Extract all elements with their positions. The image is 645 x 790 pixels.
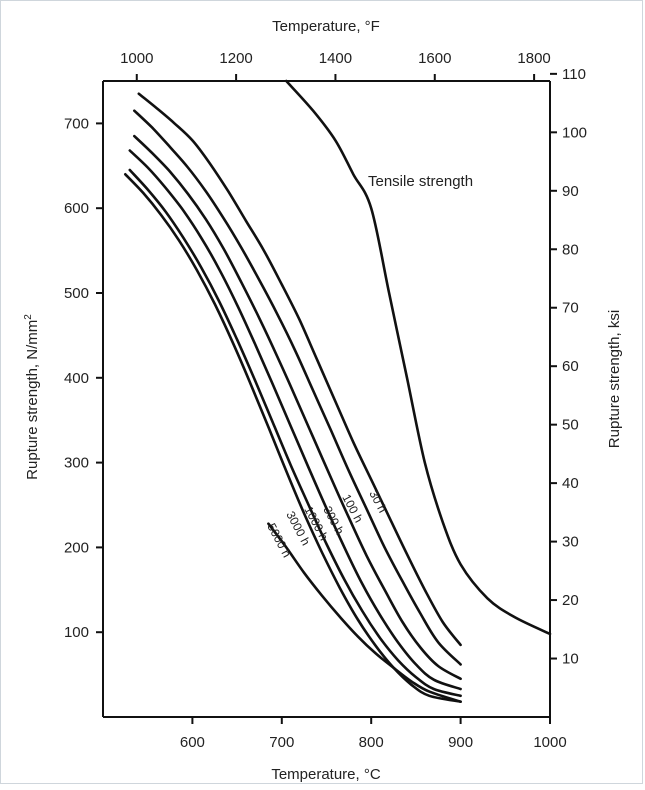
x-tick-label-700: 700: [269, 734, 294, 751]
right-tick-label-10: 10: [562, 651, 579, 668]
right-tick-label-90: 90: [562, 183, 579, 200]
y-axis-left-title: Rupture strength, N/mm2: [23, 314, 41, 480]
right-tick-label-100: 100: [562, 124, 587, 141]
series-5000-h: [124, 173, 462, 703]
x-tick-label-1000: 1000: [533, 734, 566, 751]
y-tick-label-300: 300: [64, 455, 89, 472]
right-tick-label-70: 70: [562, 300, 579, 317]
ticks-group: 600 700 800 900 1000 100 200 300 400 500 600 700 100…: [64, 50, 587, 751]
x-tick-label-900: 900: [448, 734, 473, 751]
y-tick-label-400: 400: [64, 370, 89, 387]
x-axis-title: Temperature, °C: [271, 766, 381, 783]
right-tick-label-20: 20: [562, 592, 579, 609]
series-30-h: [137, 92, 462, 647]
right-tick-label-80: 80: [562, 241, 579, 258]
curves-group: [124, 79, 552, 703]
y-tick-label-500: 500: [64, 285, 89, 302]
y-axis-right-title: Rupture strength, ksi: [606, 310, 623, 448]
right-tick-label-40: 40: [562, 475, 579, 492]
right-tick-label-60: 60: [562, 358, 579, 375]
right-tick-label-50: 50: [562, 417, 579, 434]
tensile-strength-annotation: Tensile strength: [368, 173, 473, 190]
series-300-h: [133, 134, 462, 681]
top-tick-label-1000: 1000: [120, 50, 153, 67]
right-tick-label-110: 110: [562, 66, 586, 83]
top-tick-label-1800: 1800: [517, 50, 550, 67]
y-axis-left-title-superscript: 2: [23, 314, 34, 320]
axes-group: [102, 80, 551, 718]
x-tick-label-800: 800: [359, 734, 384, 751]
y-tick-label-200: 200: [64, 539, 89, 556]
x-tick-label-600: 600: [180, 734, 205, 751]
y-tick-label-600: 600: [64, 200, 89, 217]
y-tick-label-100: 100: [64, 624, 89, 641]
top-tick-label-1400: 1400: [319, 50, 352, 67]
x-axis-top-title: Temperature, °F: [272, 18, 380, 35]
y-axis-left-title-main: Rupture strength, N/mm: [24, 320, 41, 480]
series-1000-h: [128, 149, 462, 691]
series-curve-7: [267, 522, 462, 703]
series-100-h: [133, 109, 462, 666]
right-tick-label-30: 30: [562, 534, 579, 551]
series-tensile-strength: [285, 79, 552, 636]
top-tick-label-1600: 1600: [418, 50, 451, 67]
top-tick-label-1200: 1200: [219, 50, 252, 67]
series-3000-h: [128, 168, 462, 698]
y-tick-label-700: 700: [64, 115, 89, 132]
